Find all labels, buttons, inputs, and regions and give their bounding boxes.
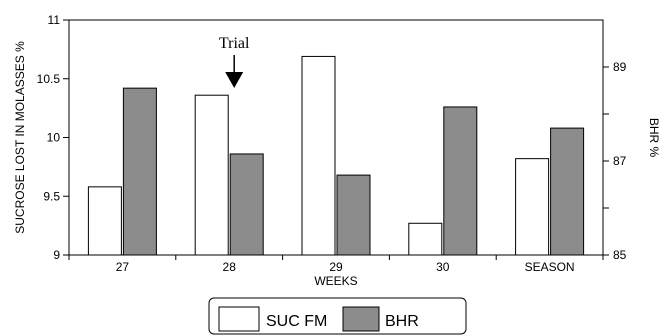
ticks: 9 9.5 10 10.5 11 85 87 89 27 28 29 30 SEASON (37, 13, 627, 274)
bar-bhr (550, 127, 585, 256)
y-left-tick-label: 10.5 (37, 72, 61, 86)
legend-swatch-bhr (342, 306, 380, 332)
y-axis-right-title: BHR % (647, 118, 661, 158)
y-axis-left-title: SUCROSE LOST IN MOLASSES % (13, 41, 27, 234)
bar-suc-fm (515, 158, 550, 256)
legend-label-suc-fm: SUC FM (266, 313, 327, 330)
x-tick-label: SEASON (525, 260, 575, 274)
bar-suc-fm (301, 55, 336, 256)
x-tick-label: 27 (116, 260, 130, 274)
legend: SUC FM BHR (208, 297, 467, 335)
x-tick-label: 29 (329, 260, 343, 274)
x-axis-title: WEEKS (314, 274, 357, 288)
bar-suc-fm (194, 94, 229, 256)
y-left-tick-label: 9.5 (43, 189, 60, 203)
bar-bhr (443, 106, 478, 256)
bar-bhr (122, 87, 157, 256)
bar-bhr (229, 153, 264, 256)
y-right-tick-label: 89 (613, 60, 627, 74)
legend-swatch-suc-fm (218, 306, 260, 332)
x-tick-label: 28 (223, 260, 237, 274)
trial-annotation: Trial (219, 35, 250, 88)
y-left-tick-label: 11 (48, 13, 61, 27)
y-right-tick-label: 85 (613, 248, 627, 262)
y-left-tick-label: 10 (47, 131, 61, 145)
legend-label-bhr: BHR (385, 313, 419, 330)
y-left-tick-label: 9 (53, 248, 60, 262)
trial-label: Trial (219, 35, 250, 52)
bar-suc-fm (87, 186, 122, 256)
bar-suc-fm (408, 222, 443, 256)
trial-arrow-head (225, 72, 244, 88)
bar-bhr (336, 174, 371, 256)
x-tick-label: 30 (436, 260, 450, 274)
legend-frame (208, 297, 467, 335)
bars (87, 55, 585, 256)
y-right-tick-label: 87 (613, 154, 627, 168)
